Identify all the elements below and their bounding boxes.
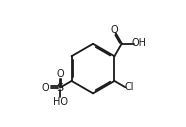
Text: O: O — [111, 25, 118, 35]
Text: O: O — [42, 83, 49, 93]
Text: O: O — [56, 69, 64, 79]
Text: OH: OH — [132, 38, 147, 48]
Text: Cl: Cl — [125, 82, 134, 92]
Text: S: S — [56, 83, 64, 93]
Text: HO: HO — [52, 97, 68, 107]
